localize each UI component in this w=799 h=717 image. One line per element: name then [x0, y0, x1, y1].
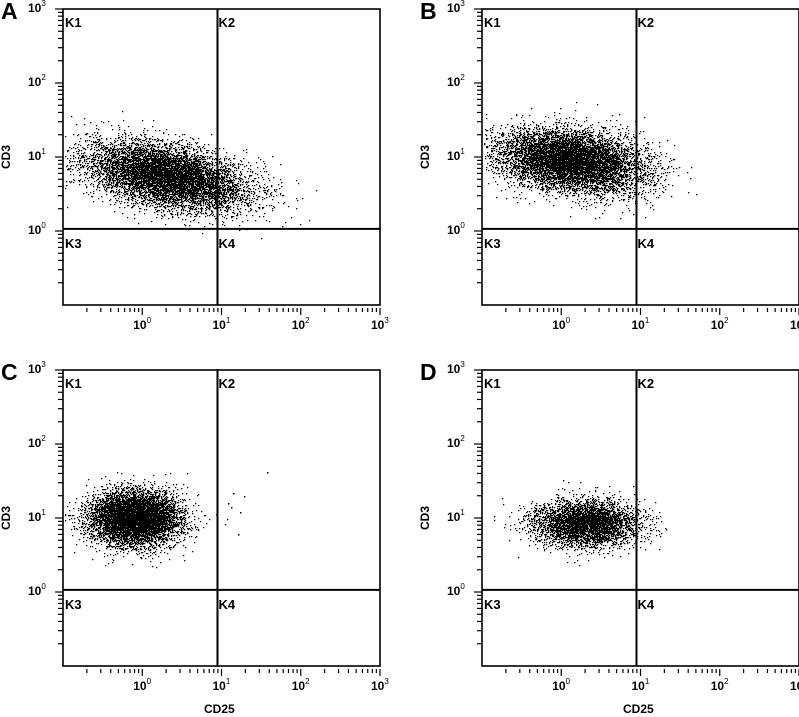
x-tick-label: 100 — [133, 677, 152, 693]
quadrant-label-k1: K1 — [484, 15, 501, 30]
panel-letter: A — [1, 0, 18, 24]
quadrant-label-k3: K3 — [484, 596, 501, 612]
quadrant-label-k2: K2 — [637, 15, 655, 30]
quadrant-label-k3: K3 — [484, 235, 501, 251]
quadrant-label-k1: K1 — [484, 376, 501, 391]
quadrant-label-k4: K4 — [637, 596, 655, 612]
y-tick-label: 100 — [28, 582, 46, 598]
y-tick-label: 102 — [28, 434, 46, 450]
x-tick-label: 101 — [212, 677, 231, 693]
y-tick-label: 103 — [28, 360, 46, 376]
event-dots — [65, 472, 269, 569]
x-tick-label: 100 — [133, 316, 152, 332]
quadrant-label-k1: K1 — [65, 376, 82, 391]
panel-letter: C — [1, 359, 18, 385]
y-tick-label: 101 — [28, 147, 46, 163]
y-tick-label: 100 — [28, 221, 46, 237]
event-dots — [484, 102, 698, 220]
y-tick-label: 101 — [28, 508, 46, 524]
scatter-plot — [55, 8, 381, 315]
quadrant-label-k4: K4 — [218, 235, 236, 251]
quadrant-label-k1: K1 — [65, 15, 82, 30]
x-tick-label: 100 — [552, 316, 571, 332]
x-tick-label: 103 — [371, 316, 389, 332]
x-tick-label: 103 — [790, 679, 799, 693]
y-tick-label: 101 — [447, 147, 465, 163]
x-tick-label: 103 — [790, 318, 799, 332]
quadrant-label-k2: K2 — [218, 15, 236, 30]
panel-letter: D — [420, 359, 437, 385]
y-tick-label: 100 — [447, 582, 465, 598]
y-tick-label: 103 — [447, 360, 465, 376]
quadrant-label-k2: K2 — [637, 376, 655, 391]
y-tick-label: 102 — [447, 434, 465, 450]
quadrant-label-k4: K4 — [218, 596, 236, 612]
x-tick-label: 102 — [291, 677, 310, 693]
panel-a: A CD3 103 102 101 100 100 101 102 103 K1 K2 K3 K4 — [0, 0, 400, 356]
x-tick-label: 102 — [291, 316, 310, 332]
y-tick-label: 101 — [447, 508, 465, 524]
x-tick-label: 101 — [631, 677, 650, 693]
quadrant-label-k3: K3 — [65, 235, 82, 251]
x-tick-label: 101 — [631, 316, 650, 332]
event-dots — [494, 480, 668, 567]
y-tick-label: 103 — [447, 0, 465, 15]
y-tick-label: 103 — [28, 0, 46, 15]
event-dots — [65, 111, 318, 240]
panel-letter: B — [420, 0, 437, 24]
x-tick-label: 103 — [371, 677, 389, 693]
x-tick-label: 100 — [552, 677, 571, 693]
panel-c: C CD3 103 102 101 100 100 101 102 103 K1 K2 K3 K4 … — [0, 361, 400, 717]
x-tick-label: 101 — [212, 316, 231, 332]
y-tick-label: 102 — [447, 73, 465, 89]
y-tick-label: 102 — [28, 73, 46, 89]
x-tick-label: 102 — [710, 316, 729, 332]
quadrant-label-k4: K4 — [637, 235, 655, 251]
y-tick-label: 100 — [447, 221, 465, 237]
x-axis-label: CD25 — [204, 702, 235, 716]
quadrant-label-k3: K3 — [65, 596, 82, 612]
x-tick-label: 102 — [710, 677, 729, 693]
scatter-plot — [55, 369, 381, 676]
scatter-plot — [474, 8, 799, 315]
x-axis-label: CD25 — [623, 702, 654, 716]
scatter-plot — [474, 369, 799, 676]
quadrant-label-k2: K2 — [218, 376, 236, 391]
